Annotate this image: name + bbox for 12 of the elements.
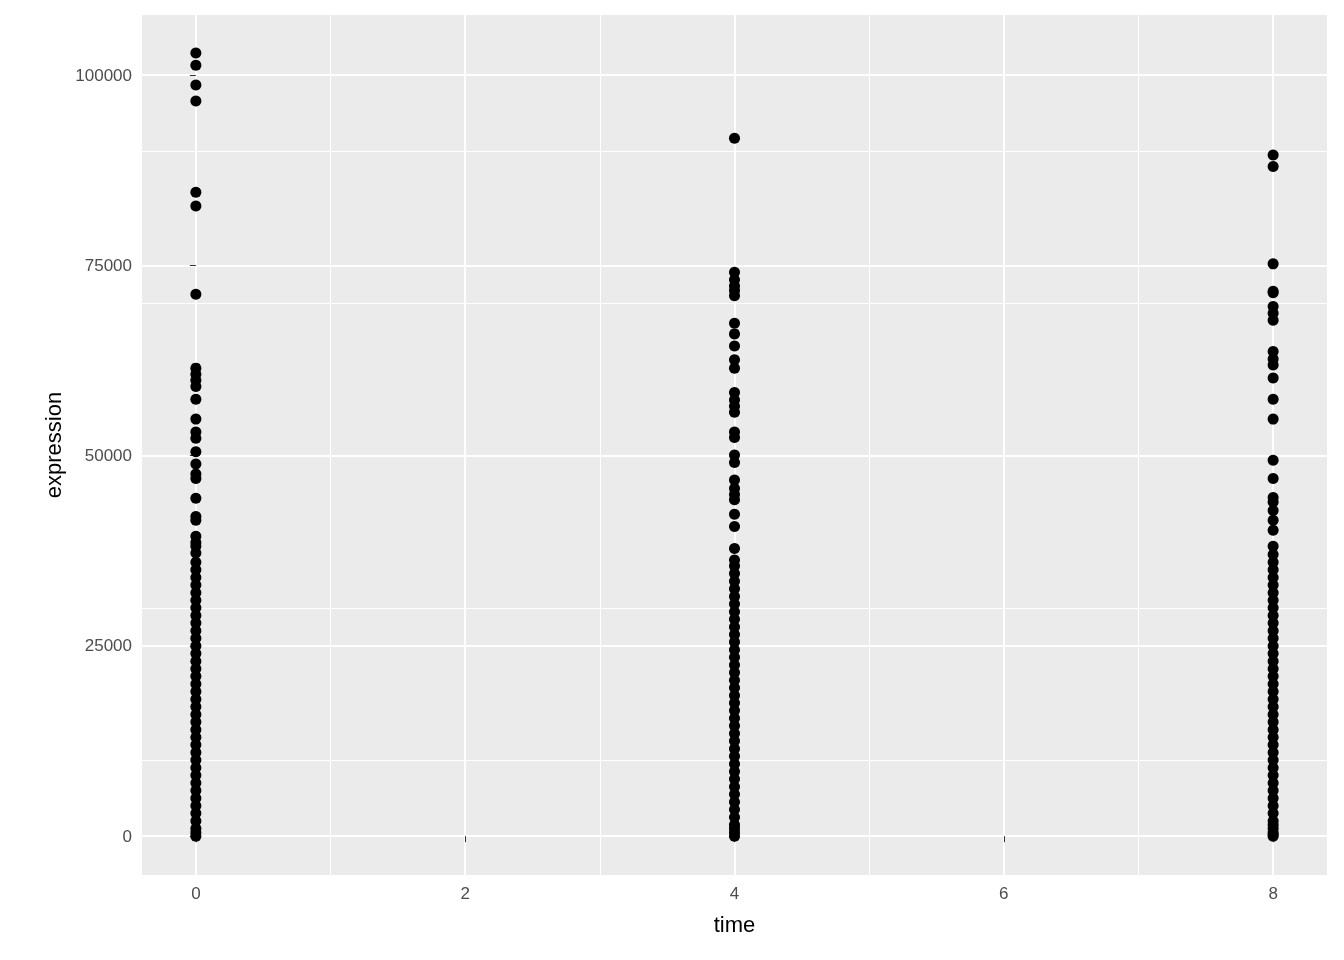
x-axis-title: time [713,911,756,937]
y-tick-label: 25000 [84,636,132,656]
y-axis-title: expression [40,391,66,499]
x-tick-label: 0 [191,884,201,903]
x-tick-label: 6 [999,884,1009,903]
x-tick-label: 8 [1268,884,1278,903]
y-tick-label: 50000 [84,446,132,466]
y-tick-label: 75000 [84,255,132,275]
y-tick-label: 100000 [75,65,132,85]
x-tick-label: 4 [729,884,740,903]
x-tick-label: 2 [460,884,470,903]
y-tick-label: 0 [122,826,132,846]
